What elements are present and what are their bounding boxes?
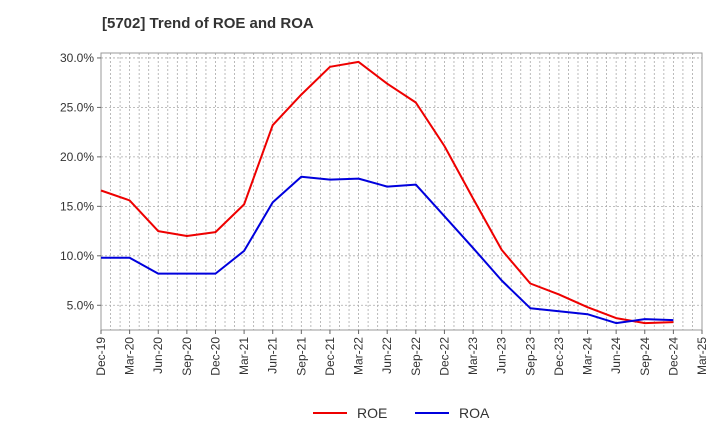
legend-swatch-roe <box>313 412 347 414</box>
x-tick-label: Dec-22 <box>437 337 451 376</box>
x-tick-label: Mar-24 <box>581 337 595 375</box>
legend-item-roe: ROE <box>313 405 387 421</box>
x-tick-label: Dec-24 <box>666 337 680 376</box>
y-tick-label: 20.0% <box>60 150 94 164</box>
x-tick-label: Dec-19 <box>94 337 108 376</box>
x-tick-label: Mar-20 <box>123 337 137 375</box>
x-tick-label: Sep-22 <box>409 337 423 376</box>
x-tick-label: Jun-24 <box>609 337 623 374</box>
x-tick-label: Mar-21 <box>237 337 251 375</box>
chart-title: [5702] Trend of ROE and ROA <box>102 15 314 32</box>
x-tick-label: Dec-21 <box>323 337 337 376</box>
legend-item-roa: ROA <box>415 405 489 421</box>
x-tick-label: Jun-22 <box>380 337 394 374</box>
legend-swatch-roa <box>415 412 449 414</box>
x-tick-label: Jun-21 <box>266 337 280 374</box>
x-tick-label: Mar-25 <box>695 337 709 375</box>
y-axis-ticks: 5.0% 10.0% 15.0% 20.0% 25.0% 30.0% <box>60 51 101 312</box>
x-tick-label: Sep-23 <box>523 337 537 376</box>
x-tick-label: Mar-22 <box>352 337 366 375</box>
y-tick-label: 5.0% <box>67 298 95 312</box>
x-tick-label: Dec-20 <box>208 337 222 376</box>
x-tick-label: Jun-20 <box>151 337 165 374</box>
x-tick-label: Sep-24 <box>638 337 652 376</box>
legend-label-roa: ROA <box>459 405 490 421</box>
y-tick-label: 10.0% <box>60 249 94 263</box>
legend-label-roe: ROE <box>357 405 388 421</box>
x-tick-label: Mar-23 <box>466 337 480 375</box>
x-tick-label: Sep-21 <box>294 337 308 376</box>
plot-area <box>100 52 703 331</box>
x-tick-label: Sep-20 <box>180 337 194 376</box>
x-tick-label: Jun-23 <box>495 337 509 374</box>
y-tick-label: 15.0% <box>60 199 94 213</box>
series-line-roe <box>100 60 674 325</box>
series-line-roa <box>101 175 674 325</box>
y-tick-label: 30.0% <box>60 51 94 65</box>
grid <box>100 53 703 330</box>
series <box>100 60 674 325</box>
x-tick-label: Dec-23 <box>552 337 566 376</box>
y-tick-label: 25.0% <box>60 100 94 114</box>
x-axis-ticks: Dec-19 Mar-20 Jun-20 Sep-20 Dec-20 Mar-21 Jun-… <box>94 330 709 376</box>
